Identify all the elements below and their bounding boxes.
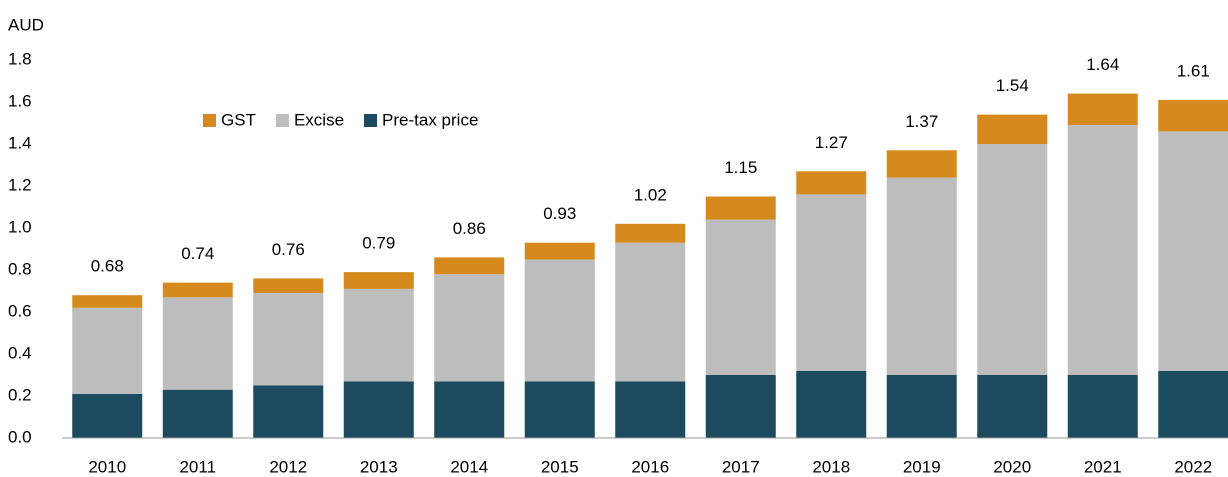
bar-segment	[524, 242, 595, 260]
bar-segment	[615, 381, 686, 438]
bar-segment	[343, 288, 414, 382]
x-tick-label: 2017	[722, 457, 760, 476]
total-label: 1.61	[1177, 61, 1210, 80]
bar-segment	[524, 381, 595, 438]
total-label: 1.02	[634, 185, 667, 204]
total-label: 0.93	[543, 204, 576, 223]
y-tick-label: 0.2	[8, 385, 32, 404]
bar-segment	[253, 278, 324, 294]
bar-segment	[72, 393, 143, 438]
y-axis-label: AUD	[8, 15, 44, 34]
total-label: 0.76	[272, 240, 305, 259]
y-tick-label: 0.0	[8, 427, 32, 446]
bar-segment	[1067, 125, 1138, 375]
bar-segment	[977, 144, 1048, 375]
total-label: 1.37	[905, 112, 938, 131]
bar-segment	[253, 293, 324, 386]
x-tick-label: 2022	[1174, 457, 1212, 476]
total-label: 0.86	[453, 219, 486, 238]
bar-segment	[615, 242, 686, 382]
y-tick-label: 1.8	[8, 49, 32, 68]
legend-label: GST	[221, 110, 256, 129]
bar-segment	[705, 375, 776, 438]
x-tick-label: 2010	[88, 457, 126, 476]
y-tick-label: 1.6	[8, 91, 32, 110]
y-tick-label: 1.2	[8, 175, 32, 194]
x-tick-label: 2015	[541, 457, 579, 476]
bar-segment	[796, 171, 867, 195]
legend-swatch	[275, 114, 289, 127]
total-label: 0.74	[181, 244, 214, 263]
x-tick-label: 2013	[360, 457, 398, 476]
total-label: 1.54	[996, 76, 1029, 95]
bar-segment	[434, 257, 505, 275]
legend-label: Pre-tax price	[382, 110, 478, 129]
y-tick-label: 0.8	[8, 259, 32, 278]
bar-segment	[977, 114, 1048, 144]
bar-segment	[886, 150, 957, 178]
x-tick-label: 2019	[903, 457, 941, 476]
total-label: 1.64	[1086, 55, 1119, 74]
bar-segment	[615, 223, 686, 243]
bar-segment	[434, 274, 505, 382]
x-tick-label: 2018	[812, 457, 850, 476]
bar-segment	[434, 381, 505, 438]
x-tick-label: 2014	[450, 457, 488, 476]
y-tick-label: 0.6	[8, 301, 32, 320]
bar-segment	[1067, 93, 1138, 126]
bar-segment	[886, 375, 957, 438]
y-tick-label: 1.0	[8, 217, 32, 236]
bar-segment	[72, 295, 143, 308]
x-tick-label: 2011	[179, 457, 216, 476]
bar-segment	[1067, 375, 1138, 438]
total-label: 0.68	[91, 257, 124, 276]
legend-swatch	[203, 114, 216, 127]
bar-segment	[162, 389, 233, 438]
x-tick-label: 2020	[993, 457, 1031, 476]
x-tick-label: 2012	[269, 457, 307, 476]
bar-segment	[796, 194, 867, 371]
x-tick-label: 2021	[1084, 457, 1122, 476]
bar-segment	[705, 219, 776, 375]
bar-segment	[1158, 99, 1228, 132]
bar-segment	[886, 177, 957, 375]
total-label: 1.27	[815, 133, 848, 152]
bar-segment	[524, 259, 595, 382]
bar-segment	[1158, 370, 1228, 438]
y-tick-label: 0.4	[8, 343, 32, 362]
legend-label: Excise	[294, 110, 344, 129]
bar-segment	[343, 381, 414, 438]
bar-segment	[1158, 131, 1228, 371]
bar-segment	[162, 297, 233, 390]
legend-swatch	[364, 114, 378, 127]
total-label: 1.15	[724, 158, 757, 177]
bar-segment	[343, 272, 414, 289]
bar-segment	[977, 375, 1048, 438]
y-tick-label: 1.4	[8, 133, 32, 152]
bar-segment	[72, 307, 143, 394]
bar-segment	[162, 282, 233, 298]
bar-segment	[796, 370, 867, 438]
bar-segment	[253, 385, 324, 438]
total-label: 0.79	[362, 234, 395, 253]
bar-segment	[705, 196, 776, 220]
x-tick-label: 2016	[631, 457, 669, 476]
